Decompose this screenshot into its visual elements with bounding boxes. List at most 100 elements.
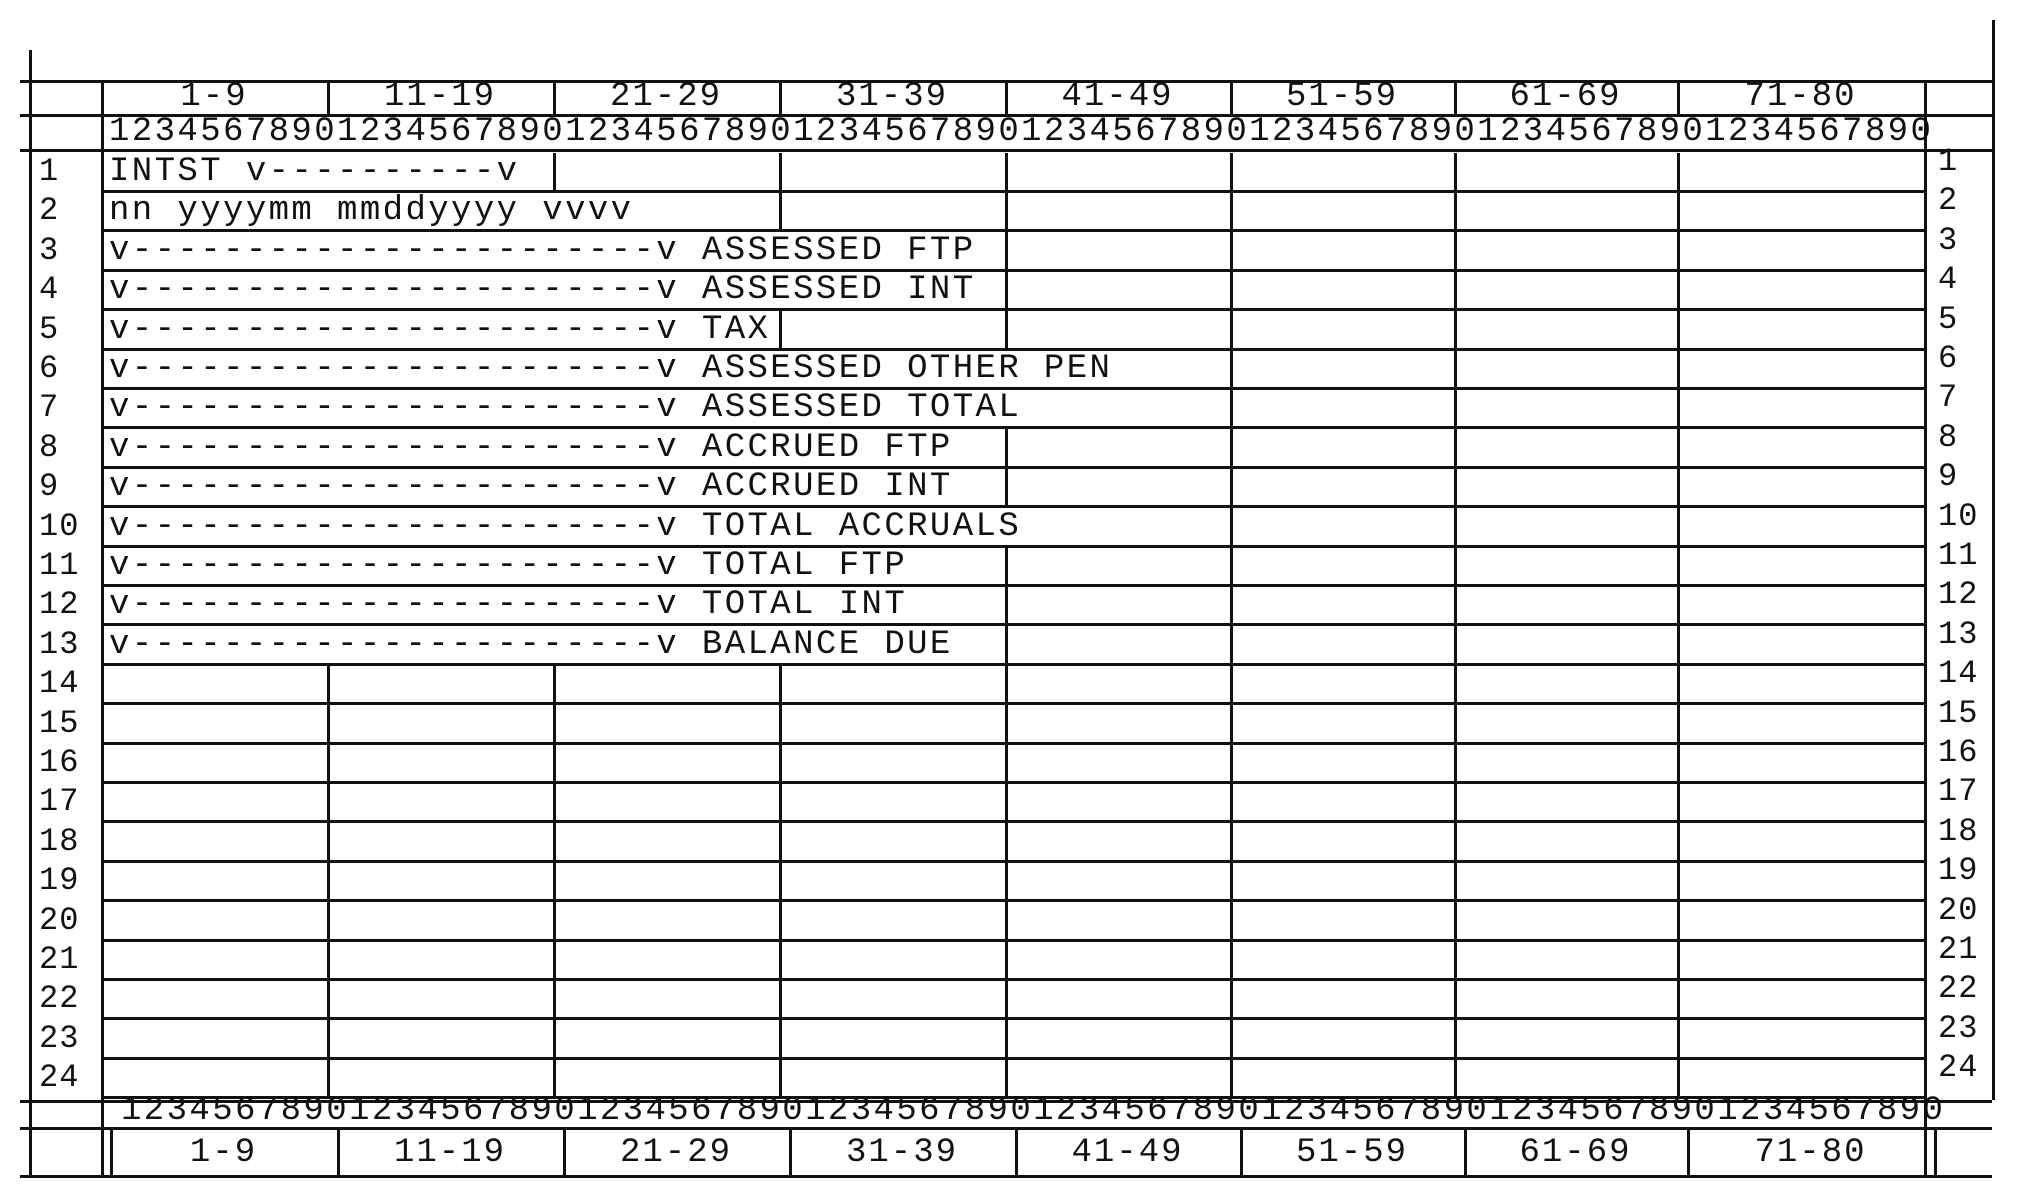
cell-divider bbox=[1677, 941, 1680, 981]
row-line bbox=[101, 899, 1924, 903]
cell-divider bbox=[1230, 350, 1233, 390]
row-line bbox=[101, 1017, 1924, 1021]
column-range-label: 11-19 bbox=[383, 78, 497, 116]
cell-divider bbox=[1230, 744, 1233, 784]
footer-line bbox=[20, 1100, 1992, 1103]
cell-divider bbox=[1677, 389, 1680, 429]
cell-divider bbox=[1230, 980, 1233, 1020]
footer-col-divider bbox=[789, 1127, 792, 1175]
row-number-right: 15 bbox=[1938, 694, 1979, 732]
cell-divider bbox=[1677, 822, 1680, 863]
row-line bbox=[101, 426, 1924, 430]
cell-divider bbox=[1677, 901, 1680, 941]
footer-col-divider bbox=[337, 1127, 340, 1175]
column-range-label-bottom: 21-29 bbox=[619, 1134, 733, 1172]
right-rownum-divider-bottom bbox=[1924, 1100, 1927, 1175]
left-border bbox=[29, 50, 32, 1175]
cell-divider bbox=[1230, 153, 1233, 193]
cell-divider bbox=[1454, 1019, 1457, 1060]
column-range-label: 41-49 bbox=[1061, 78, 1174, 116]
row-number: 17 bbox=[39, 783, 80, 821]
cell-divider bbox=[1230, 783, 1233, 823]
cell-divider bbox=[779, 941, 782, 981]
cell-divider bbox=[327, 783, 330, 823]
cell-divider bbox=[1230, 231, 1233, 272]
cell-divider bbox=[1454, 783, 1457, 823]
row-number: 24 bbox=[39, 1059, 80, 1097]
column-range-label-bottom: 61-69 bbox=[1519, 1134, 1632, 1172]
cell-divider bbox=[1677, 665, 1680, 705]
row-field-text: v-----------------------v ASSESSED TOTAL bbox=[109, 389, 1022, 428]
cell-divider bbox=[1677, 1019, 1680, 1060]
row-field-text: v-----------------------v ASSESSED INT bbox=[109, 271, 976, 310]
row-line bbox=[101, 308, 1924, 312]
row-number-right: 24 bbox=[1938, 1049, 1979, 1087]
row-number: 3 bbox=[39, 231, 60, 269]
cell-divider bbox=[1454, 901, 1457, 941]
row-number: 9 bbox=[39, 468, 60, 506]
row-field-text: v-----------------------v ACCRUED FTP bbox=[109, 428, 953, 467]
row-number: 19 bbox=[39, 862, 80, 900]
cell-divider bbox=[327, 744, 330, 784]
cell-divider bbox=[1230, 822, 1233, 863]
cell-divider bbox=[779, 1059, 782, 1099]
header-col-divider bbox=[327, 80, 330, 114]
row-field-text: v-----------------------v ASSESSED FTP bbox=[109, 231, 976, 270]
column-range-label: 61-69 bbox=[1509, 78, 1622, 116]
row-field-text: v-----------------------v BALANCE DUE bbox=[109, 625, 953, 664]
cell-divider bbox=[1005, 862, 1008, 902]
row-field-text: v-----------------------v TOTAL FTP bbox=[109, 547, 908, 585]
cell-divider bbox=[1677, 507, 1680, 547]
rownum-divider bbox=[101, 80, 104, 1175]
row-line bbox=[101, 702, 1924, 706]
header-col-divider bbox=[1005, 80, 1008, 114]
cell-divider bbox=[1230, 704, 1233, 744]
cell-divider bbox=[1230, 547, 1233, 587]
row-line bbox=[101, 584, 1924, 587]
footer-col-divider bbox=[1464, 1127, 1467, 1175]
cell-divider bbox=[553, 1019, 556, 1060]
footer-col-divider bbox=[1240, 1127, 1243, 1175]
cell-divider bbox=[1454, 153, 1457, 193]
row-number: 20 bbox=[39, 901, 80, 939]
cell-divider bbox=[1005, 192, 1008, 232]
cell-divider bbox=[553, 822, 556, 863]
cell-divider bbox=[1454, 507, 1457, 547]
cell-divider bbox=[327, 665, 330, 705]
cell-divider bbox=[553, 941, 556, 981]
row-number-right: 10 bbox=[1938, 497, 1979, 535]
cell-divider bbox=[1005, 704, 1008, 744]
cell-divider bbox=[553, 704, 556, 744]
row-line bbox=[101, 1056, 1924, 1060]
column-range-label-bottom: 51-59 bbox=[1295, 1134, 1409, 1172]
cell-divider bbox=[779, 153, 782, 193]
row-line bbox=[101, 229, 1924, 233]
cell-divider bbox=[1454, 941, 1457, 981]
cell-divider bbox=[553, 862, 556, 902]
header-line bbox=[20, 114, 1992, 117]
cell-divider bbox=[1454, 468, 1457, 508]
footer-col-divider bbox=[1015, 1127, 1018, 1175]
cell-divider bbox=[1677, 980, 1680, 1020]
cell-divider bbox=[1005, 468, 1008, 508]
row-line bbox=[101, 544, 1924, 548]
row-number: 6 bbox=[39, 350, 60, 387]
row-line bbox=[101, 268, 1924, 272]
cell-divider bbox=[553, 901, 556, 941]
column-range-label: 71-80 bbox=[1744, 78, 1857, 116]
cell-divider bbox=[1454, 1059, 1457, 1099]
row-line bbox=[101, 190, 1924, 193]
cell-divider bbox=[1677, 350, 1680, 390]
cell-divider bbox=[1677, 783, 1680, 823]
cell-divider bbox=[1454, 822, 1457, 863]
cell-divider bbox=[1005, 941, 1008, 981]
row-number-right: 12 bbox=[1938, 576, 1979, 614]
cell-divider bbox=[1005, 901, 1008, 941]
cell-divider bbox=[1005, 783, 1008, 823]
row-number-right: 6 bbox=[1938, 340, 1959, 377]
row-number: 10 bbox=[39, 507, 80, 545]
column-ruler: 1234567890123456789012345678901234567890… bbox=[109, 113, 1934, 151]
cell-divider bbox=[779, 822, 782, 863]
cell-divider bbox=[1230, 271, 1233, 311]
column-range-label: 21-29 bbox=[609, 78, 723, 116]
